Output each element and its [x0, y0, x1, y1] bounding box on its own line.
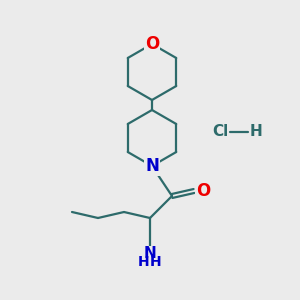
Text: Cl: Cl — [212, 124, 228, 140]
Text: H: H — [150, 255, 162, 269]
Text: H: H — [138, 255, 150, 269]
Text: O: O — [196, 182, 210, 200]
Text: O: O — [145, 35, 159, 53]
Text: N: N — [145, 157, 159, 175]
Text: H: H — [250, 124, 262, 140]
Text: N: N — [144, 247, 156, 262]
